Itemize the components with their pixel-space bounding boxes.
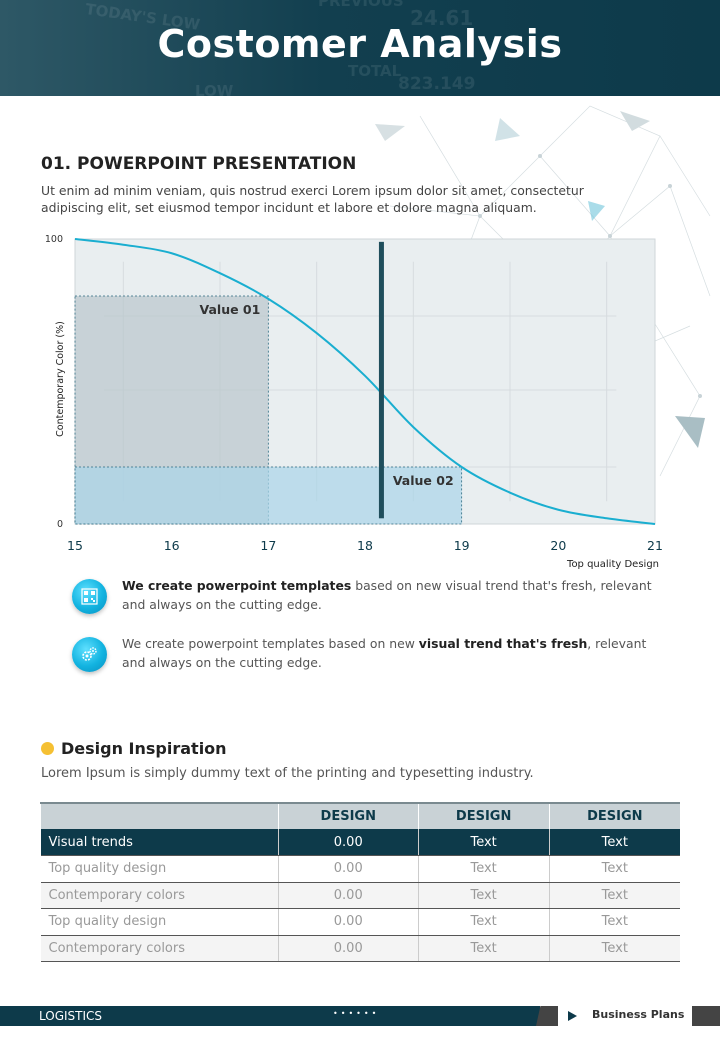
footer-divider <box>536 1006 558 1026</box>
table-row: Top quality design 0.00 Text Text <box>40 855 680 883</box>
x-axis-label: Top quality Design <box>566 559 659 570</box>
table-cell: Text <box>548 855 680 883</box>
x-tick-label: 19 <box>454 538 470 553</box>
column-header <box>40 802 279 829</box>
bullet-text: We create powerpoint templates based on … <box>122 576 667 614</box>
column-header: DESIGN <box>277 802 419 829</box>
column-header: DESIGN <box>548 802 680 829</box>
table-cell: Contemporary colors <box>40 935 279 962</box>
table-cell: 0.00 <box>277 855 419 883</box>
bullet-bold: We create powerpoint templates <box>122 578 352 593</box>
value-regions: Value 01 Value 02 <box>74 295 463 525</box>
bullet-bold: visual trend that's fresh <box>418 636 588 651</box>
design-table: DESIGN DESIGN DESIGN Visual trends 0.00 … <box>40 802 680 962</box>
section-title: 01. POWERPOINT PRESENTATION <box>41 154 357 174</box>
x-tick-label: 20 <box>550 538 566 553</box>
play-arrow-icon <box>568 1011 577 1021</box>
line-chart: Value 01 Value 02 15 16 17 18 19 20 21 0 100 Con… <box>45 234 663 570</box>
table-row: Contemporary colors 0.00 Text Text <box>40 882 680 909</box>
x-tick-label: 18 <box>357 538 373 553</box>
x-tick-label: 15 <box>67 538 83 553</box>
table-cell: Text <box>548 935 680 962</box>
inspiration-subtitle: Lorem Ipsum is simply dummy text of the … <box>41 766 534 781</box>
table-cell: Contemporary colors <box>40 882 279 909</box>
x-axis-ticks: 15 16 17 18 19 20 21 <box>67 538 663 553</box>
header-bg-word: 823.149 <box>398 74 476 94</box>
header-banner: TODAY'S LOW PREVIOUS 24.61 TOTAL 823.149… <box>0 0 720 96</box>
y-tick-label: 0 <box>57 519 63 530</box>
column-header: DESIGN <box>417 802 550 829</box>
footer-right-label: Business Plans <box>592 1008 685 1021</box>
x-tick-label: 16 <box>164 538 180 553</box>
region-label: Value 02 <box>393 473 454 488</box>
table-cell: 0.00 <box>277 908 419 936</box>
table-cell: Text <box>548 829 680 856</box>
bullet-text: We create powerpoint templates based on … <box>122 634 667 672</box>
value-region <box>74 466 463 525</box>
table-cell: Text <box>417 829 550 856</box>
inspiration-title: Design Inspiration <box>61 739 227 758</box>
table-cell: Text <box>417 855 550 883</box>
table-cell: 0.00 <box>277 935 419 962</box>
footer-end-block <box>692 1006 720 1026</box>
footer-label: LOGISTICS <box>39 1009 103 1023</box>
header-bg-word: TOTAL <box>348 62 402 80</box>
x-tick-label: 21 <box>647 538 663 553</box>
qr-code-icon <box>72 579 107 614</box>
table-cell: Text <box>417 908 550 936</box>
table-cell: 0.00 <box>277 882 419 909</box>
y-axis-label: Contemporary Color (%) <box>55 321 66 437</box>
vertical-marker <box>378 241 384 519</box>
page-title: Costomer Analysis <box>157 22 563 66</box>
table-row: Top quality design 0.00 Text Text <box>40 908 680 936</box>
table-cell: 0.00 <box>277 829 419 856</box>
intro-paragraph: Ut enim ad minim veniam, quis nostrud ex… <box>41 183 584 215</box>
bullet-rest: based on new visual trend that's fresh, … <box>122 578 652 612</box>
series-line <box>74 238 656 525</box>
table-cell: Text <box>417 882 550 909</box>
x-tick-label: 17 <box>260 538 276 553</box>
table-cell: Top quality design <box>40 908 279 936</box>
table-cell: Visual trends <box>40 829 279 856</box>
bullet-pre: We create powerpoint templates based on … <box>122 636 419 651</box>
header-bg-word: 24.61 <box>410 6 474 30</box>
bullet-dot-icon <box>41 742 54 755</box>
table-cell: Text <box>548 908 680 936</box>
region-label: Value 01 <box>199 302 260 317</box>
table-row: Contemporary colors 0.00 Text Text <box>40 935 680 962</box>
bullet-rest: , relevant and always on the cutting edg… <box>122 636 647 670</box>
gears-icon <box>72 637 107 672</box>
table-cell: Text <box>417 935 550 962</box>
table-cell: Top quality design <box>40 855 279 883</box>
table-header-row: DESIGN DESIGN DESIGN <box>40 802 680 829</box>
header-bg-word: LOW <box>195 82 234 96</box>
y-tick-label: 100 <box>45 234 63 245</box>
table-row: Visual trends 0.00 Text Text <box>40 829 680 856</box>
footer-bar: LOGISTICS •••••• Business Plans <box>0 1006 720 1026</box>
footer-left-band <box>0 1006 540 1026</box>
table-cell: Text <box>548 882 680 909</box>
header-bg-word: PREVIOUS <box>318 0 404 10</box>
y-axis-ticks: 0 100 <box>45 234 63 530</box>
footer-dots: •••••• <box>333 1009 380 1018</box>
